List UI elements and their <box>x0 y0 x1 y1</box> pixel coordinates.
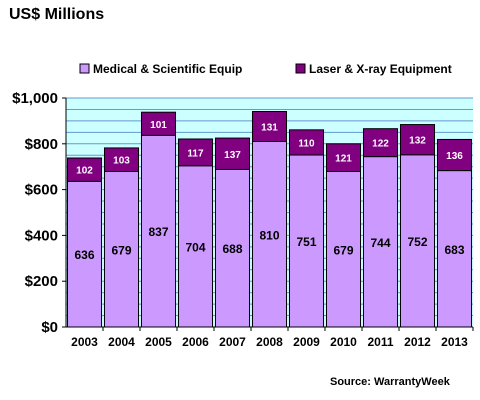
x-tick-label: 2010 <box>330 335 357 349</box>
bar-laser <box>214 137 251 170</box>
y-tick-label: $800 <box>25 136 58 153</box>
data-label-medical: 752 <box>407 235 427 249</box>
bar-laser <box>251 111 288 143</box>
legend-label-medical: Medical & Scientific Equip <box>93 62 242 76</box>
data-label-laser: 121 <box>335 154 352 165</box>
x-tick-label: 2009 <box>293 335 320 349</box>
bar-medical <box>140 134 177 328</box>
data-label-medical: 837 <box>148 225 168 239</box>
bar-medical <box>251 141 288 328</box>
data-label-laser: 110 <box>298 138 315 149</box>
data-label-medical: 744 <box>370 236 390 250</box>
y-tick-label: $600 <box>25 182 58 199</box>
data-label-laser: 131 <box>261 123 278 134</box>
data-label-medical: 688 <box>222 242 242 256</box>
x-tick-label: 2007 <box>219 335 246 349</box>
data-label-laser: 122 <box>372 139 389 150</box>
data-label-laser: 101 <box>150 120 167 131</box>
data-label-laser: 136 <box>446 151 463 162</box>
x-tick-label: 2005 <box>145 335 172 349</box>
bar-medical <box>288 154 325 328</box>
bar-medical <box>177 165 214 328</box>
data-label-laser: 117 <box>187 148 204 159</box>
data-label-medical: 683 <box>444 243 464 257</box>
y-tick-label: $400 <box>25 227 58 244</box>
data-label-laser: 102 <box>76 166 93 177</box>
legend-swatch-medical <box>79 63 90 74</box>
bar-laser <box>288 129 325 156</box>
x-tick-label: 2004 <box>108 335 135 349</box>
legend-swatch-laser <box>295 63 306 74</box>
x-tick-label: 2003 <box>71 335 98 349</box>
bar-laser <box>103 147 140 173</box>
data-label-medical: 679 <box>111 243 131 257</box>
source-note: Source: WarrantyWeek <box>330 376 450 388</box>
x-tick-label: 2013 <box>441 335 468 349</box>
bar-laser <box>140 111 177 136</box>
y-tick-label: $1,000 <box>12 90 58 107</box>
bar-laser <box>436 138 473 172</box>
bar-laser <box>66 157 103 182</box>
chart-title: US$ Millions <box>9 6 105 23</box>
legend-label-laser: Laser & X-ray Equipment <box>309 62 452 76</box>
bar-medical <box>362 156 399 328</box>
data-label-medical: 751 <box>296 235 316 249</box>
x-tick-label: 2006 <box>182 335 209 349</box>
data-label-laser: 132 <box>409 136 426 147</box>
data-label-medical: 810 <box>259 228 279 242</box>
bar-laser <box>399 124 436 156</box>
y-tick-label: $0 <box>41 319 58 336</box>
data-label-medical: 704 <box>185 240 205 254</box>
bar-laser <box>325 143 362 173</box>
y-tick-label: $200 <box>25 273 58 290</box>
bar-medical <box>325 171 362 328</box>
data-label-medical: 636 <box>74 248 94 262</box>
data-label-laser: 103 <box>113 156 130 167</box>
bar-laser <box>177 138 214 167</box>
x-tick-label: 2011 <box>367 335 393 349</box>
x-tick-label: 2008 <box>256 335 283 349</box>
bar-laser <box>362 128 399 158</box>
x-tick-label: 2012 <box>404 335 431 349</box>
data-label-laser: 137 <box>224 150 241 161</box>
data-label-medical: 679 <box>333 243 353 257</box>
